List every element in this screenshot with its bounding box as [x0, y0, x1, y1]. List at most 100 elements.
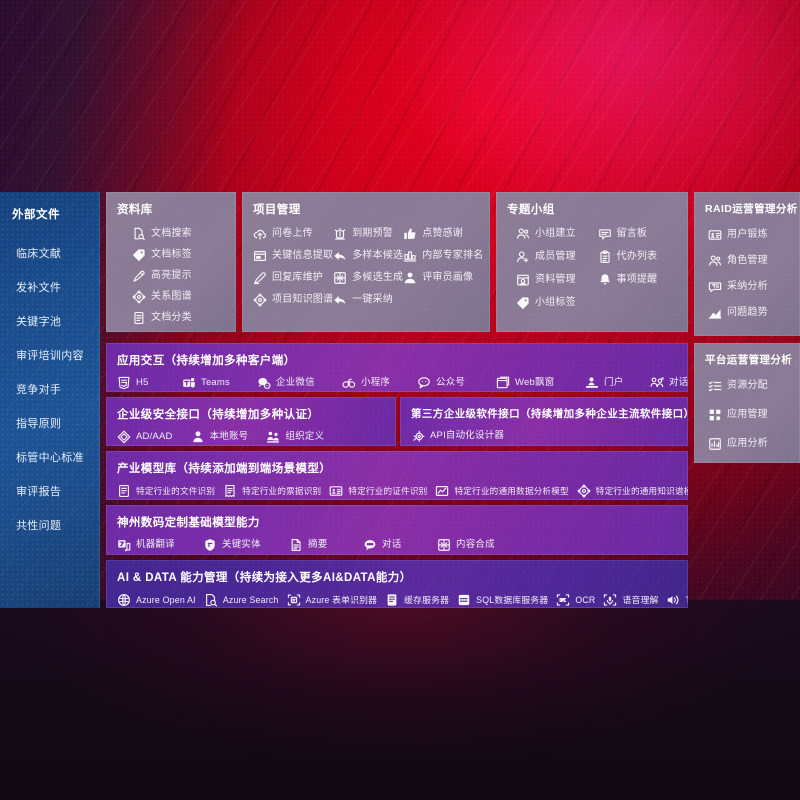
panel-raid-title: RAID运营管理分析 [705, 203, 798, 215]
item-label: Azure 表单识别器 [305, 594, 378, 605]
item-relation-graph[interactable]: 关系图谱 [132, 287, 227, 307]
panel-interaction-title: 应用交互（持续增加多种客户端） [117, 355, 296, 367]
item-industry-data-analysis-model[interactable]: 特定行业的通用数据分析模型 [435, 480, 569, 500]
item-member-management[interactable]: 成员管理 [516, 247, 598, 267]
apps-grid-icon [708, 408, 722, 422]
item-reply-library-maintain[interactable]: 回复库维护 [253, 268, 333, 288]
user-portrait-icon [403, 271, 417, 285]
item-multi-sample-candidate[interactable]: 多样本候选 [333, 246, 403, 266]
item-label: 特定行业的证件识别 [348, 485, 428, 496]
item-wecom[interactable]: 企业微信 [257, 372, 329, 392]
item-reviewer-portrait[interactable]: 评审员画像 [403, 268, 483, 288]
panel-industry-items: 特定行业的文件识别 特定行业的票据识别 特定行业的证件识别 特定行业的通用数据分… [106, 476, 688, 500]
item-material-management[interactable]: 资料管理 [516, 270, 598, 290]
graph-network-icon [132, 290, 146, 304]
item-industry-file-recognition[interactable]: 特定行业的文件识别 [117, 480, 215, 500]
item-summary[interactable]: 摘要 [289, 534, 345, 555]
item-key-entity[interactable]: 关键实体 [203, 534, 271, 555]
local-account-icon [191, 430, 205, 444]
sidebar-external-files: 外部文件 临床文献 发补文件 关键字池 审评培训内容 竞争对手 指导原则 标管中… [0, 192, 100, 608]
sidebar-item-clinical-literature[interactable]: 临床文献 [16, 248, 62, 260]
background-bottom-dark [0, 600, 800, 800]
item-speech-understanding[interactable]: 语音理解 [603, 589, 658, 608]
item-content-compose[interactable]: 内容合成 [437, 534, 495, 555]
panel-platform-title: 平台运营管理分析 [705, 354, 793, 366]
item-miniprogram[interactable]: 小程序 [342, 372, 404, 392]
item-event-reminder[interactable]: 事项提醒 [598, 270, 680, 290]
item-user-training[interactable]: 用户锻炼 [708, 225, 791, 245]
panel-thirdparty-title: 第三方企业级软件接口（持续增加多种企业主流软件接口） [411, 408, 688, 420]
item-internal-expert-ranking[interactable]: 内部专家排名 [403, 246, 483, 266]
item-group-create[interactable]: 小组建立 [516, 224, 598, 244]
item-tts[interactable]: TTS [666, 589, 688, 608]
sidebar-item-common-issues[interactable]: 共性问题 [16, 520, 62, 532]
item-machine-translation[interactable]: 机器翻译 [117, 534, 185, 555]
item-official-account[interactable]: 公众号 [417, 372, 483, 392]
item-industry-receipt-recognition[interactable]: 特定行业的票据识别 [223, 480, 321, 500]
item-todo-list[interactable]: 代办列表 [598, 247, 680, 267]
item-thumbs-up-thanks[interactable]: 点赞感谢 [403, 224, 483, 244]
sidebar-item-review-training[interactable]: 审评培训内容 [16, 350, 84, 362]
sidebar-item-guidelines[interactable]: 指导原则 [16, 418, 62, 430]
panel-industry-model-library: 产业模型库（持续添加端到端场景模型） 特定行业的文件识别 特定行业的票据识别 特… [106, 451, 688, 500]
item-expiry-warning[interactable]: 到期预警 [333, 224, 403, 244]
item-portal[interactable]: 门户 [585, 372, 637, 392]
sidebar-item-keyword-pool[interactable]: 关键字池 [16, 316, 62, 328]
item-label: 到期预警 [352, 228, 394, 239]
item-document-search[interactable]: 文档搜索 [132, 224, 227, 244]
item-web-floating-window[interactable]: Web飘窗 [496, 372, 572, 392]
item-dialog-capability[interactable]: 对话 [363, 534, 419, 555]
item-highlight-hint[interactable]: 高亮提示 [132, 266, 227, 286]
sidebar-list: 临床文献 发补文件 关键字池 审评培训内容 竞争对手 指导原则 标管中心标准 审… [0, 236, 100, 542]
item-label: 关系图谱 [151, 291, 192, 302]
item-role-management[interactable]: 角色管理 [708, 251, 791, 271]
item-project-knowledge-graph[interactable]: 项目知识图谱 [253, 290, 333, 310]
panel-industry-title: 产业模型库（持续添加端到端场景模型） [117, 463, 332, 475]
item-cache-server[interactable]: 缓存服务器 [385, 589, 449, 608]
item-label: 一键采纳 [352, 294, 394, 305]
item-sql-database-server[interactable]: SQL数据库服务器 [457, 589, 548, 608]
sidebar-item-competitors[interactable]: 竞争对手 [16, 384, 62, 396]
pen-edit-icon [253, 271, 267, 285]
item-app-analytics[interactable]: 应用分析 [708, 434, 791, 454]
item-one-click-adopt[interactable]: 一键采纳 [333, 290, 403, 310]
item-azure-search[interactable]: Azure Search [204, 589, 279, 608]
item-label: 文档标签 [151, 249, 192, 260]
item-azure-open-ai[interactable]: Azure Open AI [117, 589, 196, 608]
item-api-auto-designer[interactable]: API自动化设计器 [411, 425, 504, 446]
item-teams[interactable]: Teams [182, 372, 244, 392]
item-app-management[interactable]: 应用管理 [708, 405, 791, 425]
sidebar-item-standards-center[interactable]: 标管中心标准 [16, 452, 84, 464]
item-questionnaire-upload[interactable]: 问卷上传 [253, 224, 333, 244]
item-label: Teams [201, 377, 230, 389]
panel-app-interaction: 应用交互（持续增加多种客户端） H5 Teams 企业微信 小程序 [106, 343, 688, 392]
bar-chart-icon [403, 249, 417, 263]
user-add-icon [516, 250, 530, 264]
item-ad-aad[interactable]: AD/AAD [117, 426, 173, 446]
item-org-define[interactable]: 组织定义 [266, 426, 324, 446]
item-label: 对话 [382, 539, 402, 551]
item-document-category[interactable]: 文档分类 [132, 308, 227, 328]
sidebar-item-supplement-files[interactable]: 发补文件 [16, 282, 62, 294]
item-key-info-extraction[interactable]: 关键信息提取 [253, 246, 333, 266]
item-h5[interactable]: H5 [117, 372, 169, 392]
item-industry-id-recognition[interactable]: 特定行业的证件识别 [329, 480, 427, 500]
item-ocr[interactable]: OCR [556, 589, 595, 608]
item-local-account[interactable]: 本地账号 [191, 426, 249, 446]
item-adoption-analysis[interactable]: 采纳分析 [708, 277, 791, 297]
bell-icon [598, 273, 612, 287]
panel-aidata-items: Azure Open AI Azure Search Azure 表单识别器 缓… [106, 585, 688, 608]
panel-raid-analysis: RAID运营管理分析 用户锻炼 角色管理 采纳分析 问题趋势 [694, 192, 800, 336]
item-label: 资料管理 [535, 274, 576, 285]
item-issue-trend[interactable]: 问题趋势 [708, 303, 791, 323]
sidebar-item-review-report[interactable]: 审评报告 [16, 486, 62, 498]
item-dialog[interactable]: 对话 [650, 372, 688, 392]
item-message-board[interactable]: 留言板 [598, 224, 680, 244]
item-azure-form-recognizer[interactable]: Azure 表单识别器 [287, 589, 378, 608]
item-group-tag[interactable]: 小组标签 [516, 293, 598, 313]
form-recognizer-icon [287, 593, 301, 607]
item-multi-candidate-generation[interactable]: 多候选生成 [333, 268, 403, 288]
item-resource-allocation[interactable]: 资源分配 [708, 376, 791, 396]
item-document-tag[interactable]: 文档标签 [132, 245, 227, 265]
item-industry-knowledge-graph-model[interactable]: 特定行业的通用知识谱模型 [577, 480, 688, 500]
